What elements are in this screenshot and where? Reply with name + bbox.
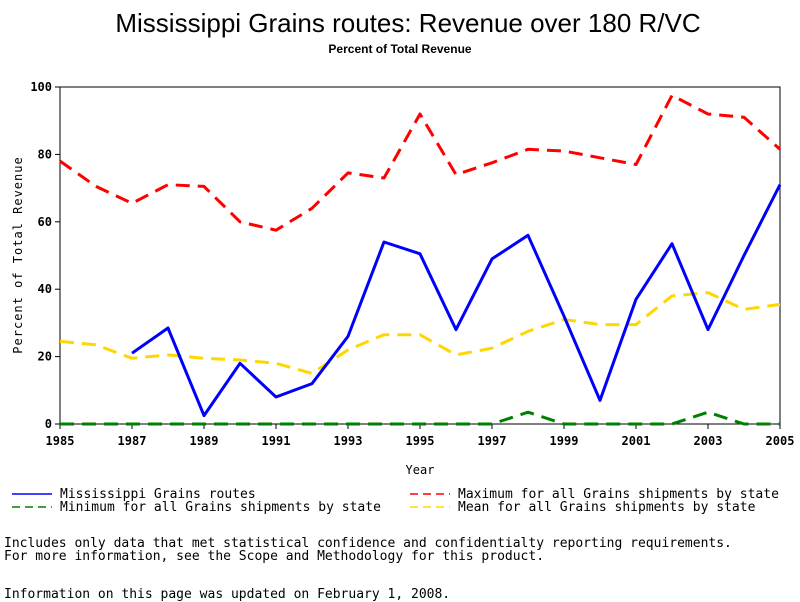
x-tick-label: 1989	[190, 434, 219, 448]
y-tick-label: 80	[38, 147, 52, 161]
legend: Mississippi Grains routes Maximum for all…	[12, 487, 779, 515]
y-tick-label: 40	[38, 282, 52, 296]
series-line-2	[60, 410, 780, 426]
footnote-methodology: For more information, see the Scope and …	[4, 549, 545, 564]
chart-subtitle: Percent of Total Revenue	[328, 42, 471, 56]
x-tick-label: 1985	[46, 434, 75, 448]
update-notice: Information on this page was updated on …	[4, 587, 451, 602]
legend-label-3: Mean for all Grains shipments by state	[458, 500, 756, 515]
legend-label-0: Mississippi Grains routes	[60, 487, 256, 502]
series-line-3	[59, 291, 781, 375]
series-line-0	[131, 184, 782, 418]
legend-label-2: Minimum for all Grains shipments by stat…	[60, 500, 381, 515]
y-tick-label: 0	[45, 417, 52, 431]
x-tick-label: 1991	[262, 434, 291, 448]
x-axis-label: Year	[406, 463, 435, 477]
x-tick-label: 2003	[694, 434, 723, 448]
y-tick-label: 20	[38, 350, 52, 364]
legend-label-1: Maximum for all Grains shipments by stat…	[458, 487, 779, 502]
y-tick-label: 100	[30, 80, 52, 94]
line-chart: Mississippi Grains routes: Revenue over …	[11, 8, 795, 515]
x-tick-label: 2001	[622, 434, 651, 448]
y-tick-label: 60	[38, 215, 52, 229]
y-axis-label: Percent of Total Revenue	[11, 156, 25, 353]
series-line-1	[59, 93, 781, 232]
x-tick-label: 1999	[550, 434, 579, 448]
x-tick-label: 1995	[406, 434, 435, 448]
x-tick-label: 2005	[766, 434, 795, 448]
x-tick-label: 1993	[334, 434, 363, 448]
x-tick-label: 1987	[118, 434, 147, 448]
chart-title: Mississippi Grains routes: Revenue over …	[115, 8, 700, 38]
footnote-confidence: Includes only data that met statistical …	[4, 536, 732, 551]
x-tick-label: 1997	[478, 434, 507, 448]
